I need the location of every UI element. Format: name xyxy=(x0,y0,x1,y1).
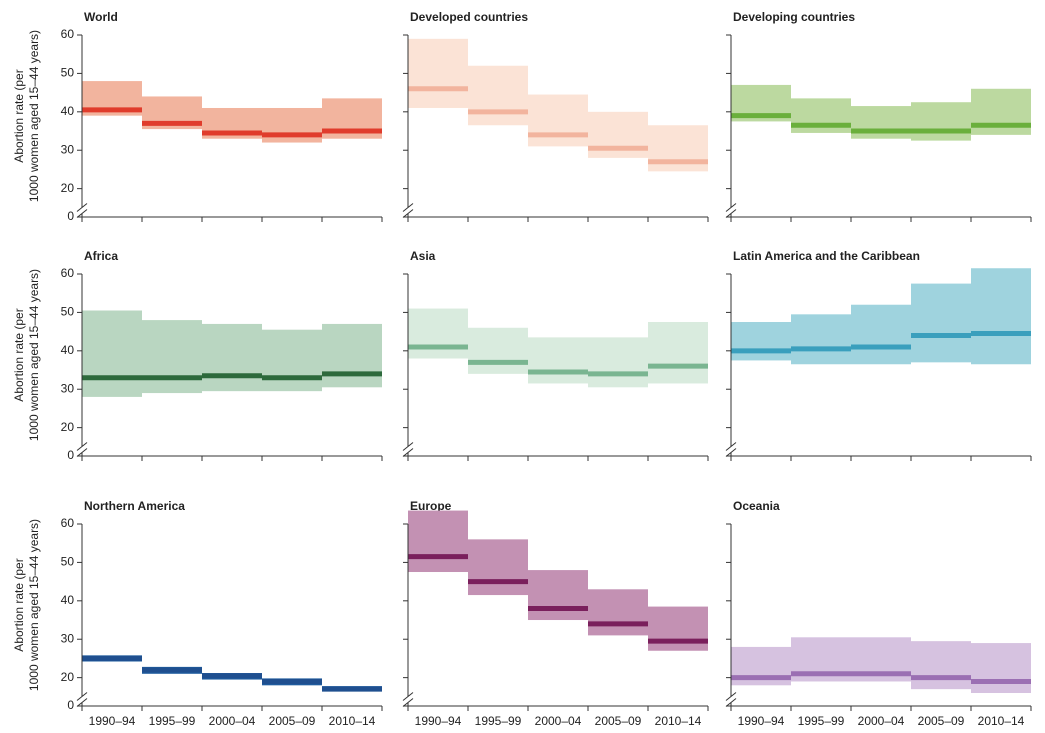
y-tick-label: 40 xyxy=(61,593,75,607)
range-band xyxy=(468,65,528,126)
range-band xyxy=(911,102,971,141)
y-tick-label: 30 xyxy=(61,631,75,645)
range-band xyxy=(648,606,708,651)
x-tick-label: 2010–14 xyxy=(655,714,702,728)
y-axis-label: 1000 women aged 15–44 years) xyxy=(27,269,41,441)
y-axis-label: 1000 women aged 15–44 years) xyxy=(27,519,41,691)
range-band xyxy=(911,641,971,690)
y-axis-label: Abortion rate (per xyxy=(12,308,26,401)
x-tick-label: 2000–04 xyxy=(535,714,582,728)
x-tick-label: 1995–99 xyxy=(149,714,196,728)
axis-break xyxy=(725,209,737,218)
axis-break xyxy=(402,442,414,451)
range-band xyxy=(791,314,851,365)
range-band xyxy=(202,323,262,392)
y-tick-label: 60 xyxy=(61,266,75,280)
y-tick-label: 20 xyxy=(61,181,75,195)
range-band xyxy=(262,329,322,392)
x-tick-label: 1995–99 xyxy=(475,714,522,728)
range-band xyxy=(468,539,528,596)
range-band xyxy=(408,308,468,359)
axis-break xyxy=(725,692,737,701)
axis-break xyxy=(76,692,88,701)
x-tick-label: 2010–14 xyxy=(329,714,376,728)
range-band xyxy=(408,510,468,573)
axis-break xyxy=(402,209,414,218)
range-band xyxy=(971,268,1031,365)
range-band xyxy=(971,88,1031,135)
y-axis-label: Abortion rate (per xyxy=(12,558,26,651)
range-band xyxy=(468,327,528,374)
range-band xyxy=(911,283,971,363)
axis-break xyxy=(76,442,88,451)
x-tick-label: 2000–04 xyxy=(858,714,905,728)
axis-break xyxy=(76,698,88,707)
range-band xyxy=(971,643,1031,693)
range-band xyxy=(528,94,588,147)
axis-break xyxy=(402,448,414,457)
range-band xyxy=(142,320,202,394)
panel-title: Latin America and the Caribbean xyxy=(733,249,920,263)
range-band xyxy=(731,322,791,361)
x-tick-label: 1990–94 xyxy=(415,714,462,728)
axis-break xyxy=(725,698,737,707)
axis-break xyxy=(402,692,414,701)
y-tick-label: 40 xyxy=(61,104,75,118)
y-tick-label: 40 xyxy=(61,343,75,357)
y-tick-label: 60 xyxy=(61,27,75,41)
axis-break xyxy=(725,448,737,457)
range-band xyxy=(528,570,588,621)
range-band xyxy=(408,38,468,108)
panel-title: Europe xyxy=(410,499,452,513)
axis-break xyxy=(402,203,414,212)
x-tick-label: 2010–14 xyxy=(978,714,1025,728)
y-tick-label: 20 xyxy=(61,420,75,434)
x-tick-label: 2005–09 xyxy=(595,714,642,728)
panel-title: Asia xyxy=(410,249,436,263)
range-band xyxy=(648,125,708,172)
range-band xyxy=(588,337,648,388)
panel-title: Africa xyxy=(84,249,118,263)
panel-title: Oceania xyxy=(733,499,780,513)
axis-break xyxy=(76,448,88,457)
panel-title: Northern America xyxy=(84,499,185,513)
y-axis-label: 1000 women aged 15–44 years) xyxy=(27,30,41,202)
x-tick-label: 2005–09 xyxy=(269,714,316,728)
y-tick-label: 60 xyxy=(61,516,75,530)
y-tick-label: 50 xyxy=(61,305,75,319)
y-tick-label: 50 xyxy=(61,555,75,569)
x-tick-label: 1990–94 xyxy=(738,714,785,728)
axis-break xyxy=(725,203,737,212)
range-band xyxy=(528,337,588,384)
axis-break xyxy=(76,209,88,218)
y-tick-label: 0 xyxy=(67,698,74,712)
panel-title: Developing countries xyxy=(733,10,855,24)
x-tick-label: 1995–99 xyxy=(798,714,845,728)
panel-title: Developed countries xyxy=(410,10,528,24)
axis-break xyxy=(725,442,737,451)
x-tick-label: 1990–94 xyxy=(89,714,136,728)
y-axis-label: Abortion rate (per xyxy=(12,69,26,162)
y-tick-label: 30 xyxy=(61,142,75,156)
y-tick-label: 50 xyxy=(61,66,75,80)
range-band xyxy=(851,106,911,139)
y-tick-label: 0 xyxy=(67,448,74,462)
range-band xyxy=(588,111,648,158)
range-band xyxy=(82,310,142,397)
axis-break xyxy=(402,698,414,707)
range-band xyxy=(648,322,708,384)
range-band xyxy=(588,589,648,636)
axis-break xyxy=(76,203,88,212)
panel-title: World xyxy=(84,10,118,24)
range-band xyxy=(322,323,382,388)
x-tick-label: 2005–09 xyxy=(918,714,965,728)
y-tick-label: 30 xyxy=(61,381,75,395)
y-tick-label: 20 xyxy=(61,670,75,684)
range-band xyxy=(851,304,911,365)
x-tick-label: 2000–04 xyxy=(209,714,256,728)
y-tick-label: 0 xyxy=(67,209,74,223)
